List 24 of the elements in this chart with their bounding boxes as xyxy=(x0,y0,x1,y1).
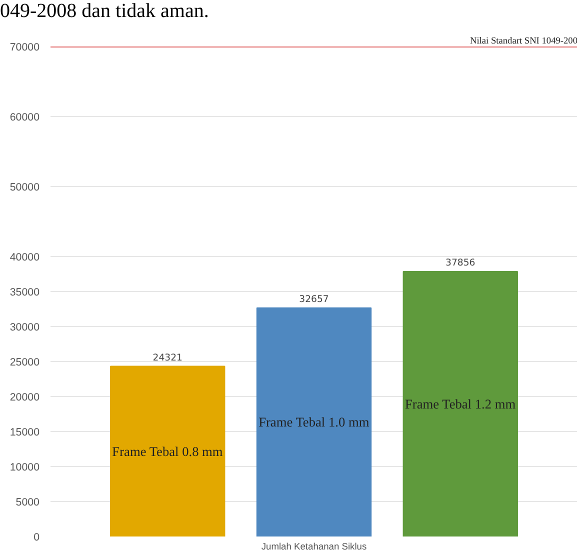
series-label: Frame Tebal 0.8 mm xyxy=(112,444,224,459)
bar xyxy=(110,366,226,536)
y-tick-label: 35000 xyxy=(10,286,40,298)
y-tick-label: 60000 xyxy=(10,112,40,124)
y-tick-label: 15000 xyxy=(10,426,40,438)
text: 049-2008 dan tidak aman. xyxy=(0,0,209,22)
data-label: 37856 xyxy=(446,258,476,269)
data-label: 32657 xyxy=(299,294,329,305)
x-axis-title: Jumlah Ketahanan Siklus xyxy=(261,542,367,552)
bar xyxy=(256,307,372,536)
bar xyxy=(402,271,518,536)
series-label: Frame Tebal 1.2 mm xyxy=(404,396,516,412)
y-tick-label: 20000 xyxy=(10,392,40,404)
data-label: 24321 xyxy=(152,352,183,364)
y-tick-label: 10000 xyxy=(10,462,40,474)
series-label: Frame Tebal 1.0 mm xyxy=(258,414,370,430)
y-tick-label: 70000 xyxy=(10,42,40,54)
y-tick-label: 25000 xyxy=(10,356,40,368)
y-tick-label: 40000 xyxy=(10,252,40,264)
y-tick-label: 5000 xyxy=(16,496,40,508)
y-tick-label: 30000 xyxy=(10,322,40,334)
y-tick-label: 0 xyxy=(34,532,40,544)
ref-line-label: Nilai Standart SNI 1049-200 xyxy=(470,36,577,46)
y-tick-label: 50000 xyxy=(10,182,40,194)
